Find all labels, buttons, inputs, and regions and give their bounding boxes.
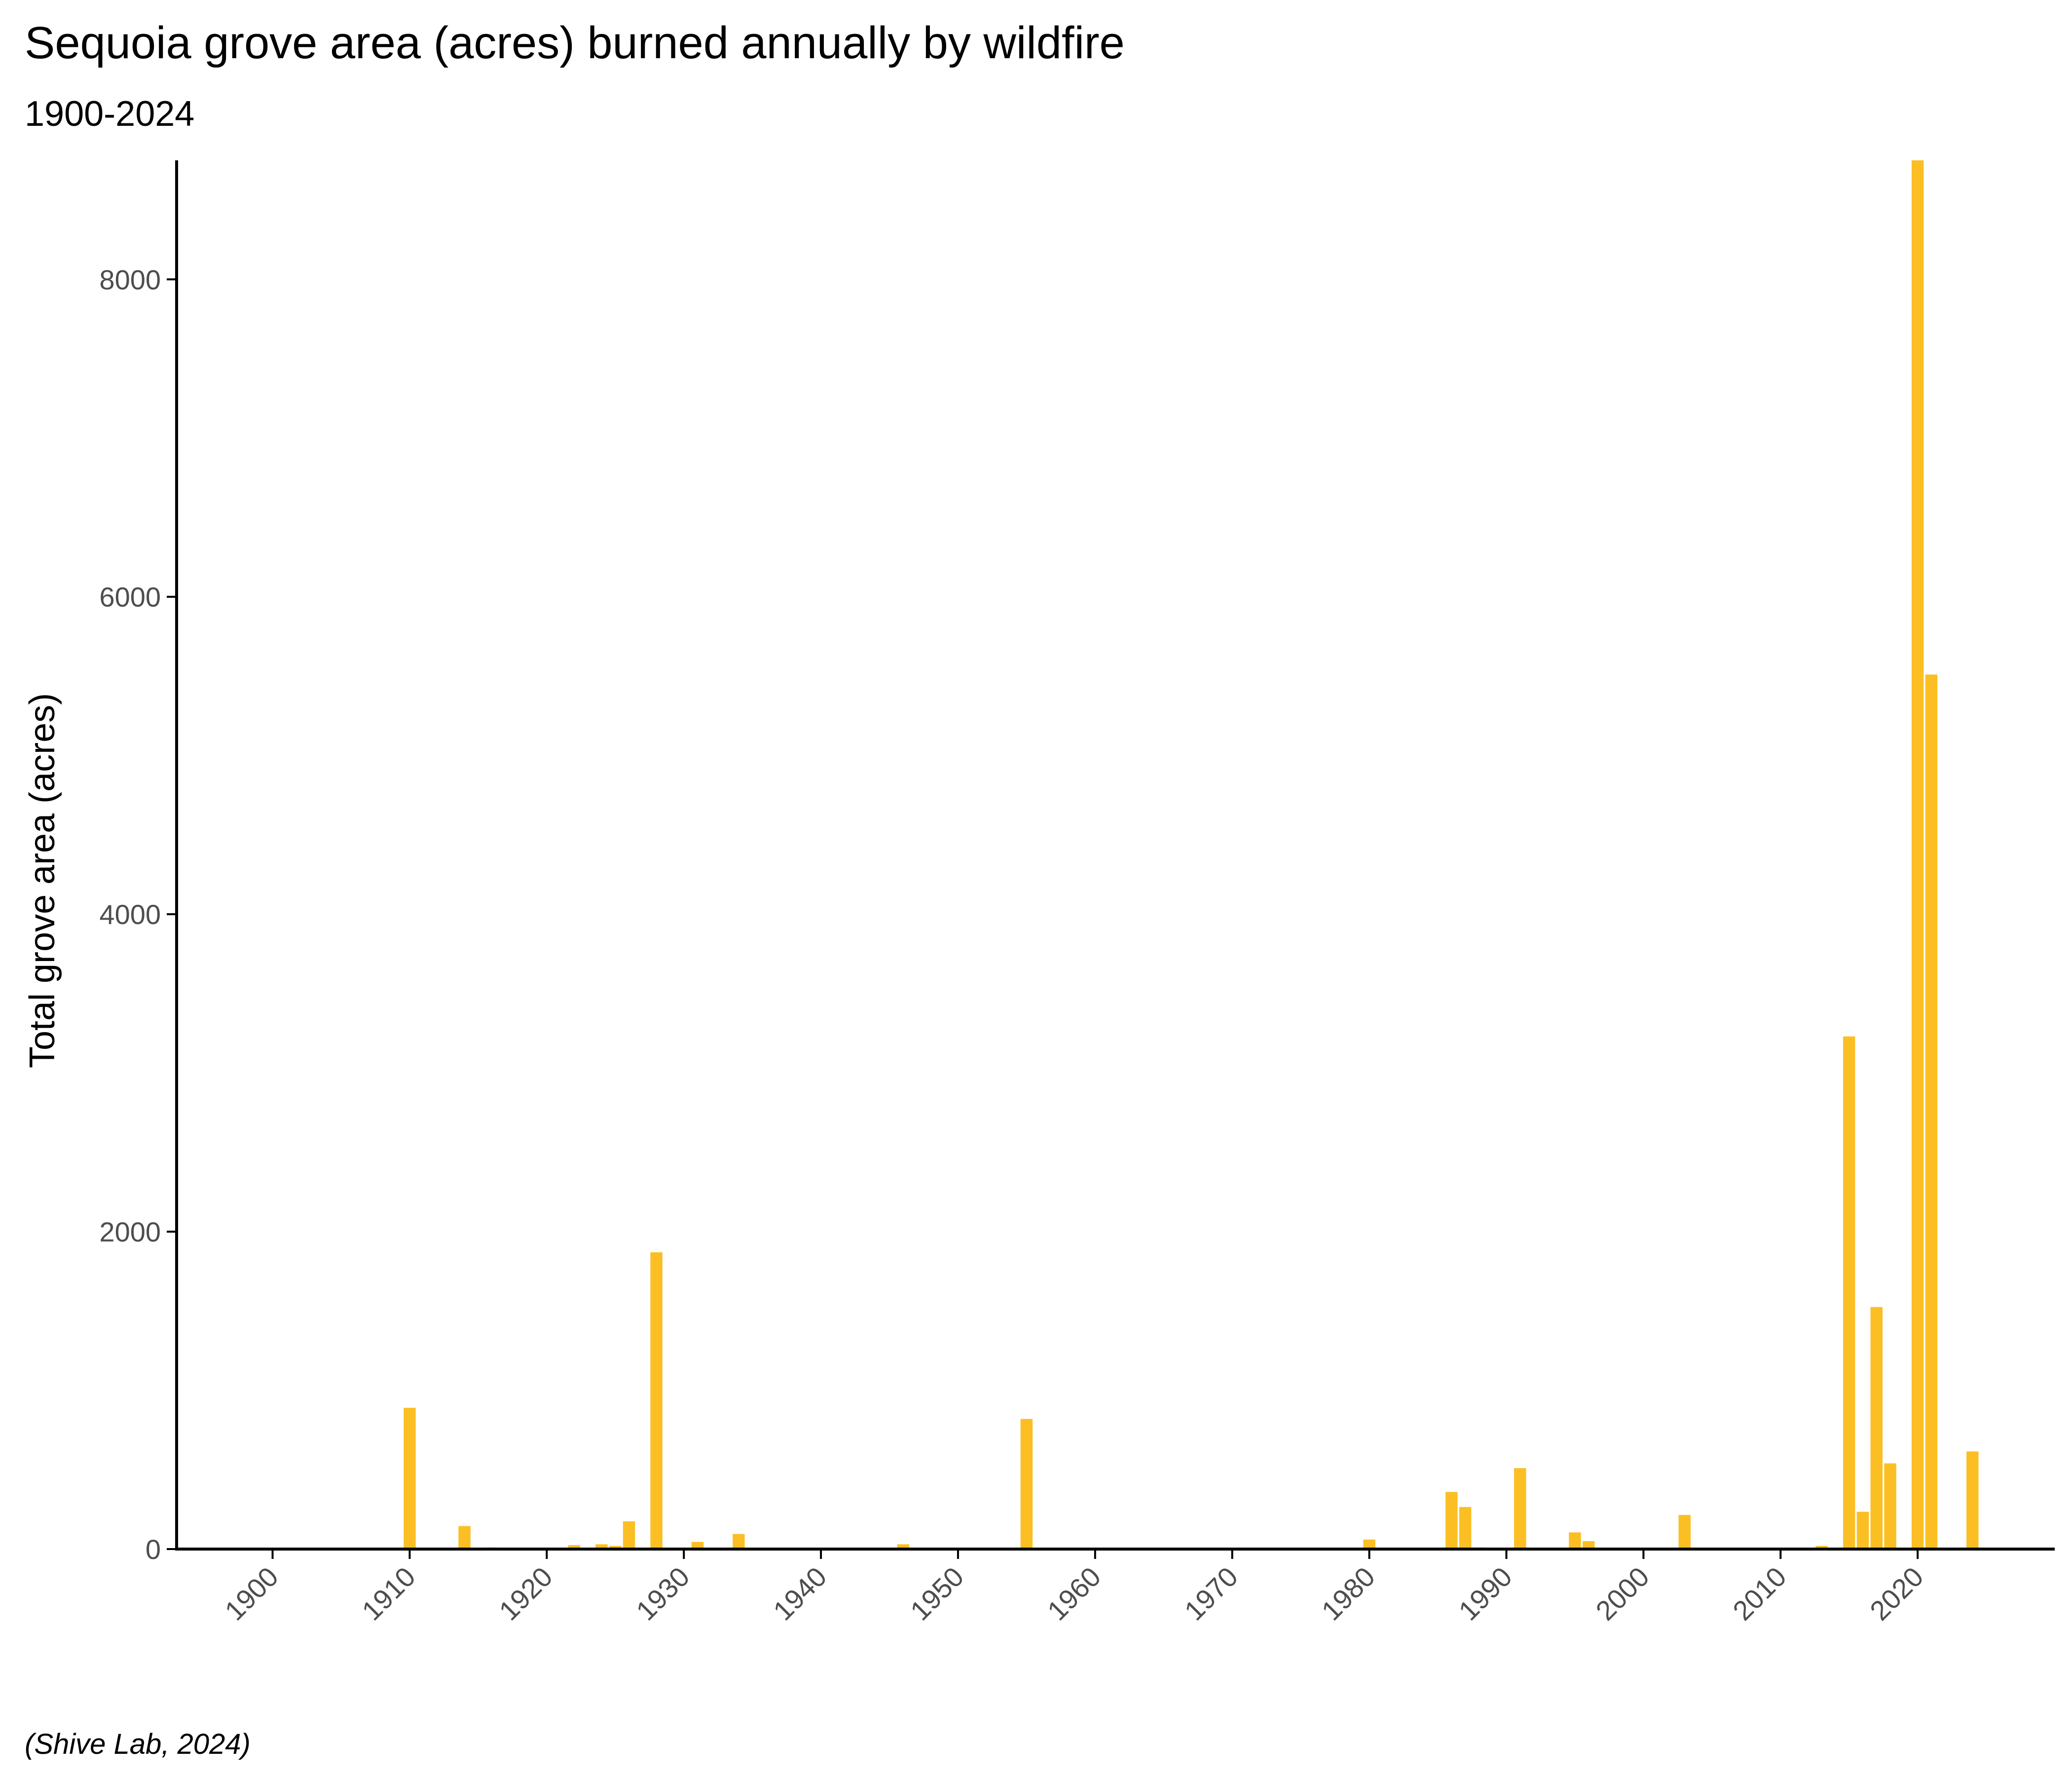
- y-axis-label: Total grove area (acres): [23, 693, 62, 1068]
- bar-1910: [404, 1407, 416, 1549]
- bar-2003: [1678, 1515, 1691, 1549]
- x-tick-label: 1910: [356, 1561, 421, 1627]
- x-tick-label: 2010: [1727, 1561, 1792, 1627]
- bar-2017: [1870, 1307, 1883, 1549]
- x-tick-label: 1950: [904, 1561, 970, 1627]
- x-tick-label: 1900: [219, 1561, 284, 1627]
- chart-caption: (Shive Lab, 2024): [25, 1728, 251, 1760]
- bar-1995: [1569, 1532, 1581, 1549]
- x-tick-label: 1940: [767, 1561, 833, 1627]
- bar-1924: [595, 1544, 608, 1549]
- x-tick-label: 1920: [493, 1561, 558, 1627]
- bar-2021: [1925, 674, 1938, 1549]
- x-tick-label: 1970: [1179, 1561, 1244, 1627]
- bar-2024: [1966, 1451, 1979, 1549]
- bar-1946: [897, 1544, 910, 1549]
- bar-2020: [1911, 160, 1924, 1549]
- bar-1931: [691, 1542, 704, 1549]
- bar-1925: [609, 1546, 622, 1549]
- y-tick-label: 0: [146, 1534, 161, 1565]
- bar-1922: [568, 1545, 581, 1549]
- bars-layer: [404, 160, 1979, 1549]
- bar-1926: [623, 1521, 635, 1549]
- bar-2013: [1815, 1546, 1828, 1549]
- bar-1914: [458, 1526, 471, 1549]
- y-tick-label: 4000: [99, 899, 161, 930]
- bar-1934: [733, 1534, 745, 1549]
- y-tick-label: 6000: [99, 582, 161, 613]
- y-tick-label: 2000: [99, 1217, 161, 1248]
- bar-1928: [650, 1252, 663, 1549]
- y-tick-label: 8000: [99, 264, 161, 295]
- x-tick-label: 1930: [630, 1561, 696, 1627]
- x-tick-label: 1980: [1315, 1561, 1381, 1627]
- x-tick-label: 2000: [1590, 1561, 1655, 1627]
- y-axis: 0 2000 4000 6000 8000: [99, 160, 178, 1565]
- bar-1987: [1459, 1507, 1472, 1549]
- x-tick-label: 1990: [1452, 1561, 1518, 1627]
- chart-subtitle: 1900-2024: [25, 94, 194, 134]
- x-tick-label: 1960: [1041, 1561, 1107, 1627]
- bar-2018: [1884, 1463, 1896, 1549]
- x-axis: 1900 1910 1920 1930 1940 1950 1960 1970 1980 1990…: [175, 1548, 2055, 1627]
- chart-title: Sequoia grove area (acres) burned annual…: [25, 18, 1125, 68]
- bar-1986: [1445, 1492, 1458, 1549]
- bar-2016: [1856, 1512, 1869, 1549]
- bar-2015: [1843, 1036, 1855, 1549]
- x-tick-label: 2020: [1864, 1561, 1929, 1627]
- bar-1991: [1514, 1468, 1526, 1549]
- bar-1955: [1020, 1419, 1033, 1549]
- bar-1980: [1363, 1539, 1375, 1549]
- bar-1996: [1582, 1541, 1595, 1549]
